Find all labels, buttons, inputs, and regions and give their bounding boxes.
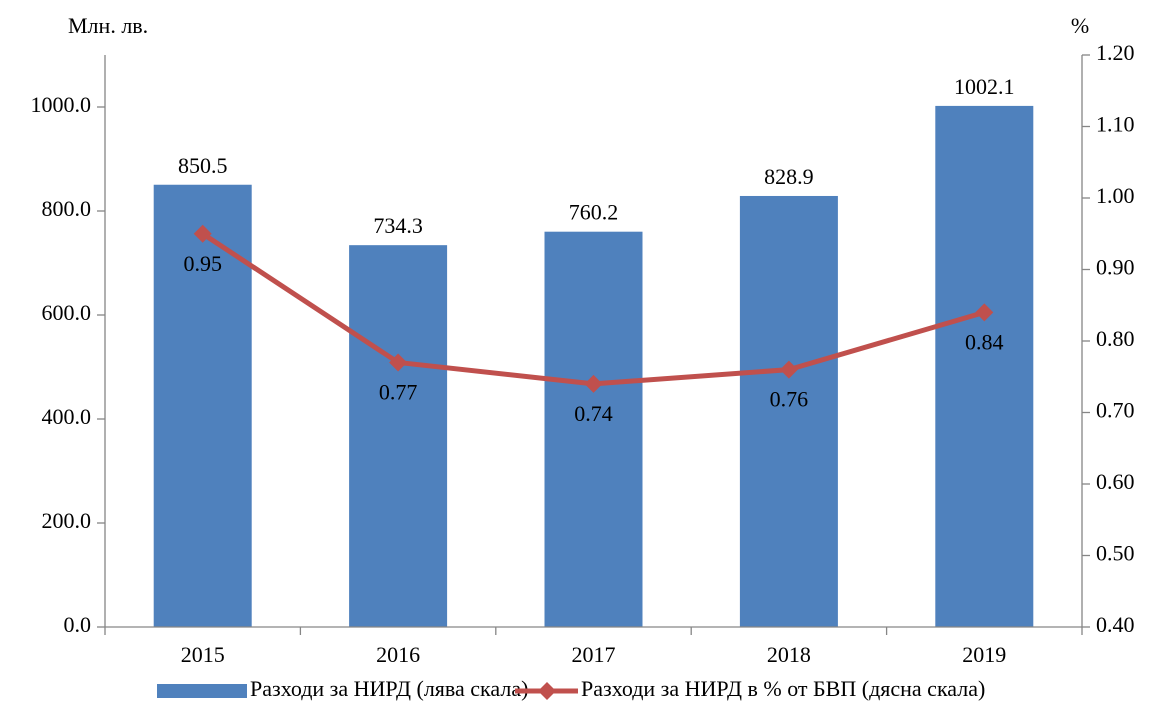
y-axis-label: Млн. лв.	[68, 13, 148, 38]
line-value-label: 0.74	[574, 401, 613, 426]
y2-tick-label: 1.10	[1096, 112, 1135, 137]
line-value-label: 0.95	[183, 251, 222, 276]
legend-label: Разходи за НИРД в % от БВП (дясна скала)	[581, 676, 985, 701]
y2-tick-label: 1.00	[1096, 183, 1135, 208]
line-marker	[779, 360, 798, 379]
bar-value-label: 734.3	[373, 213, 423, 238]
y2-tick-label: 1.20	[1096, 40, 1135, 65]
bar	[739, 195, 838, 628]
y-tick-label: 600.0	[42, 300, 92, 325]
legend-swatch	[538, 682, 556, 700]
line-marker	[975, 303, 994, 322]
bar	[349, 245, 448, 627]
y-tick-label: 0.0	[64, 612, 92, 637]
bar-value-label: 1002.1	[954, 74, 1015, 99]
line-marker	[389, 353, 408, 372]
x-tick-label: 2019	[962, 642, 1006, 667]
line-marker	[193, 224, 212, 243]
y2-tick-label: 0.90	[1096, 255, 1135, 280]
line-value-label: 0.76	[770, 387, 809, 412]
bar-value-label: 850.5	[178, 153, 228, 178]
bar	[935, 105, 1034, 627]
line-value-label: 0.84	[965, 329, 1004, 354]
bar	[153, 184, 252, 628]
y-tick-label: 400.0	[42, 404, 92, 429]
bar-value-label: 760.2	[569, 200, 619, 225]
y2-tick-label: 0.40	[1096, 612, 1135, 637]
x-tick-label: 2018	[767, 642, 811, 667]
y2-axis-label: %	[1071, 13, 1089, 38]
legend-swatch	[157, 684, 247, 698]
y2-tick-label: 0.50	[1096, 541, 1135, 566]
y2-tick-label: 0.60	[1096, 469, 1135, 494]
bar	[544, 231, 643, 628]
x-tick-label: 2017	[572, 642, 616, 667]
legend-label: Разходи за НИРД (лява скала)	[250, 676, 528, 701]
y-tick-label: 1000.0	[31, 92, 92, 117]
y-tick-label: 800.0	[42, 196, 92, 221]
line-value-label: 0.77	[379, 379, 418, 404]
x-tick-label: 2015	[181, 642, 225, 667]
bar-value-label: 828.9	[764, 164, 814, 189]
y2-tick-label: 0.70	[1096, 398, 1135, 423]
y-tick-label: 200.0	[42, 508, 92, 533]
x-tick-label: 2016	[376, 642, 420, 667]
y2-tick-label: 0.80	[1096, 326, 1135, 351]
line-marker	[584, 374, 603, 393]
